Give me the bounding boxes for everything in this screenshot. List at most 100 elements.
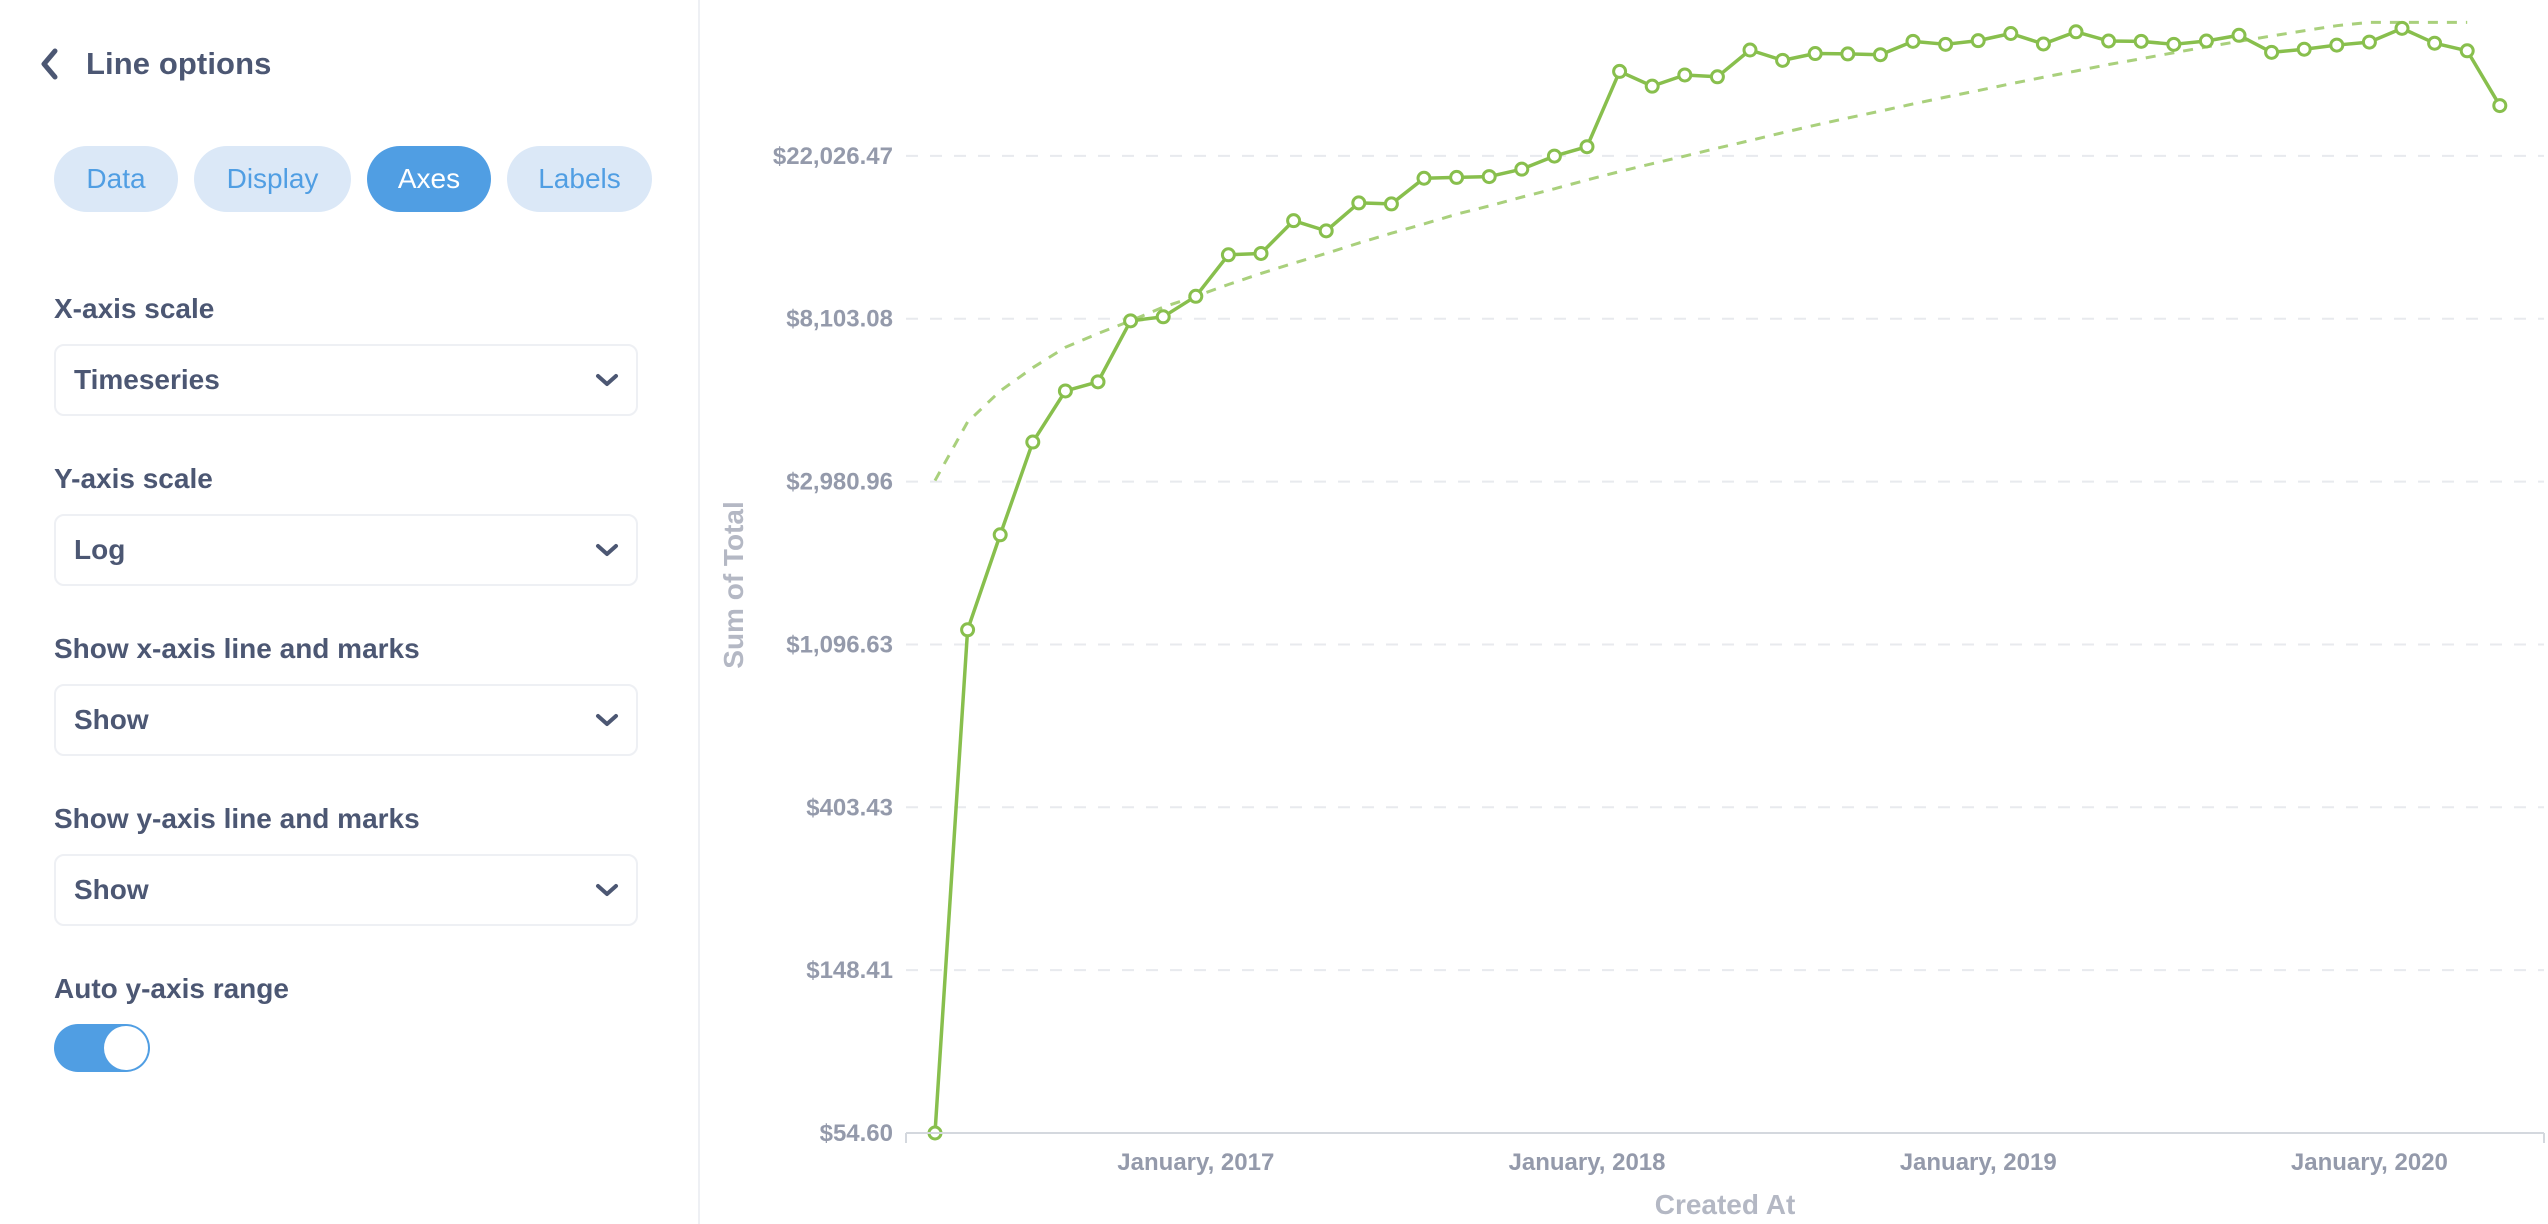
show-x-axis-select[interactable]: Show [54,684,638,756]
y-axis-title: Sum of Total [718,501,749,668]
back-button[interactable]: Line options [38,42,271,86]
data-point[interactable] [1775,52,1791,68]
series-line-layer [933,26,2502,1134]
grid-lines [906,154,2544,972]
y-axis-scale-setting: Y-axis scale Log [54,462,638,586]
data-point[interactable] [2003,26,2019,42]
show-x-axis-setting: Show x-axis line and marks Show [54,632,638,756]
data-point[interactable] [1123,313,1139,329]
data-point[interactable] [1318,223,1334,239]
series-line [933,26,2502,1134]
data-point[interactable] [2068,24,2084,40]
data-point[interactable] [1220,247,1236,263]
data-point[interactable] [1709,69,1725,85]
data-point[interactable] [2035,36,2051,52]
x-axis-scale-label: X-axis scale [54,293,215,324]
y-tick-label: $403.43 [806,794,893,821]
data-point[interactable] [1938,36,1954,52]
show-x-axis-label: Show x-axis line and marks [54,633,420,664]
data-point[interactable] [1612,63,1628,79]
data-point[interactable] [1449,169,1465,185]
trend-line [933,20,2468,482]
data-point[interactable] [1970,33,1986,49]
y-tick-label: $22,026.47 [773,143,893,170]
data-point[interactable] [2459,43,2475,59]
line-chart: $54.60 $148.41 $403.43 $1,096.63 $2,980.96 $8… [718,20,2545,1220]
data-point[interactable] [2231,27,2247,43]
show-x-axis-value: Show [74,704,149,735]
data-point[interactable] [1742,42,1758,58]
x-axis-title: Created At [1655,1189,1796,1220]
data-point[interactable] [992,527,1008,543]
y-axis-scale-value: Log [74,534,126,565]
data-point[interactable] [1253,245,1269,261]
tab-labels[interactable]: Labels [507,146,652,212]
data-point[interactable] [1090,374,1106,390]
auto-y-axis-range-label: Auto y-axis range [54,973,289,1004]
y-tick-label: $1,096.63 [786,631,893,658]
data-point[interactable] [2427,35,2443,51]
tab-axes[interactable]: Axes [367,146,491,212]
tab-data[interactable]: Data [54,146,178,212]
x-tick-label: January, 2019 [1900,1149,2057,1176]
x-axis-scale-value: Timeseries [74,364,220,395]
data-point[interactable] [2133,33,2149,49]
data-point[interactable] [1383,196,1399,212]
chevron-down-icon [596,714,618,726]
show-y-axis-value: Show [74,874,149,905]
data-point[interactable] [2166,36,2182,52]
x-tick-label: January, 2017 [1117,1149,1274,1176]
data-point[interactable] [1416,170,1432,186]
data-point[interactable] [2329,37,2345,53]
data-point[interactable] [2492,98,2508,114]
y-axis-ticks: $54.60 $148.41 $403.43 $1,096.63 $2,980.96 $8… [773,143,893,1147]
data-point[interactable] [960,622,976,638]
data-point[interactable] [1514,161,1530,177]
tab-display[interactable]: Display [194,146,351,212]
data-point[interactable] [1807,46,1823,62]
data-point[interactable] [1286,213,1302,229]
data-point[interactable] [1155,309,1171,325]
auto-y-axis-range-toggle[interactable] [54,1024,150,1072]
data-point[interactable] [1057,383,1073,399]
x-tick-label: January, 2020 [2291,1149,2448,1176]
show-y-axis-select[interactable]: Show [54,854,638,926]
data-point[interactable] [2264,44,2280,60]
panel-title: Line options [86,46,272,81]
chevron-left-icon [41,48,58,80]
data-point[interactable] [1840,46,1856,62]
x-axis-scale-setting: X-axis scale Timeseries [54,292,638,416]
data-point[interactable] [1579,139,1595,155]
settings-tabs: Data Display Axes Labels [54,146,652,212]
chevron-down-icon [596,544,618,556]
data-point[interactable] [2296,41,2312,57]
auto-y-axis-range-setting: Auto y-axis range [54,972,289,1072]
y-axis-scale-label: Y-axis scale [54,463,213,494]
toggle-knob [104,1026,148,1070]
show-y-axis-setting: Show y-axis line and marks Show [54,802,638,926]
x-tick-label: January, 2018 [1509,1149,1666,1176]
data-point[interactable] [1481,169,1497,185]
data-point[interactable] [1025,434,1041,450]
data-point[interactable] [1677,67,1693,83]
data-point[interactable] [1546,148,1562,164]
data-point[interactable] [1905,33,1921,49]
chart-area: $54.60 $148.41 $403.43 $1,096.63 $2,980.96 $8… [700,0,2548,1224]
data-point[interactable] [1188,288,1204,304]
data-point[interactable] [2101,33,2117,49]
show-y-axis-label: Show y-axis line and marks [54,803,420,834]
data-point[interactable] [2394,20,2410,36]
x-axis-scale-select[interactable]: Timeseries [54,344,638,416]
settings-sidebar: Line options Data Display Axes Labels X-… [0,0,700,1224]
data-point[interactable] [2361,34,2377,50]
chevron-down-icon [596,374,618,386]
axes [905,1132,2545,1143]
data-point[interactable] [1351,195,1367,211]
data-point[interactable] [2198,33,2214,49]
y-axis-scale-select[interactable]: Log [54,514,638,586]
y-tick-label: $8,103.08 [786,306,893,333]
data-point[interactable] [1872,47,1888,63]
chevron-down-icon [596,884,618,896]
data-point[interactable] [1644,78,1660,94]
